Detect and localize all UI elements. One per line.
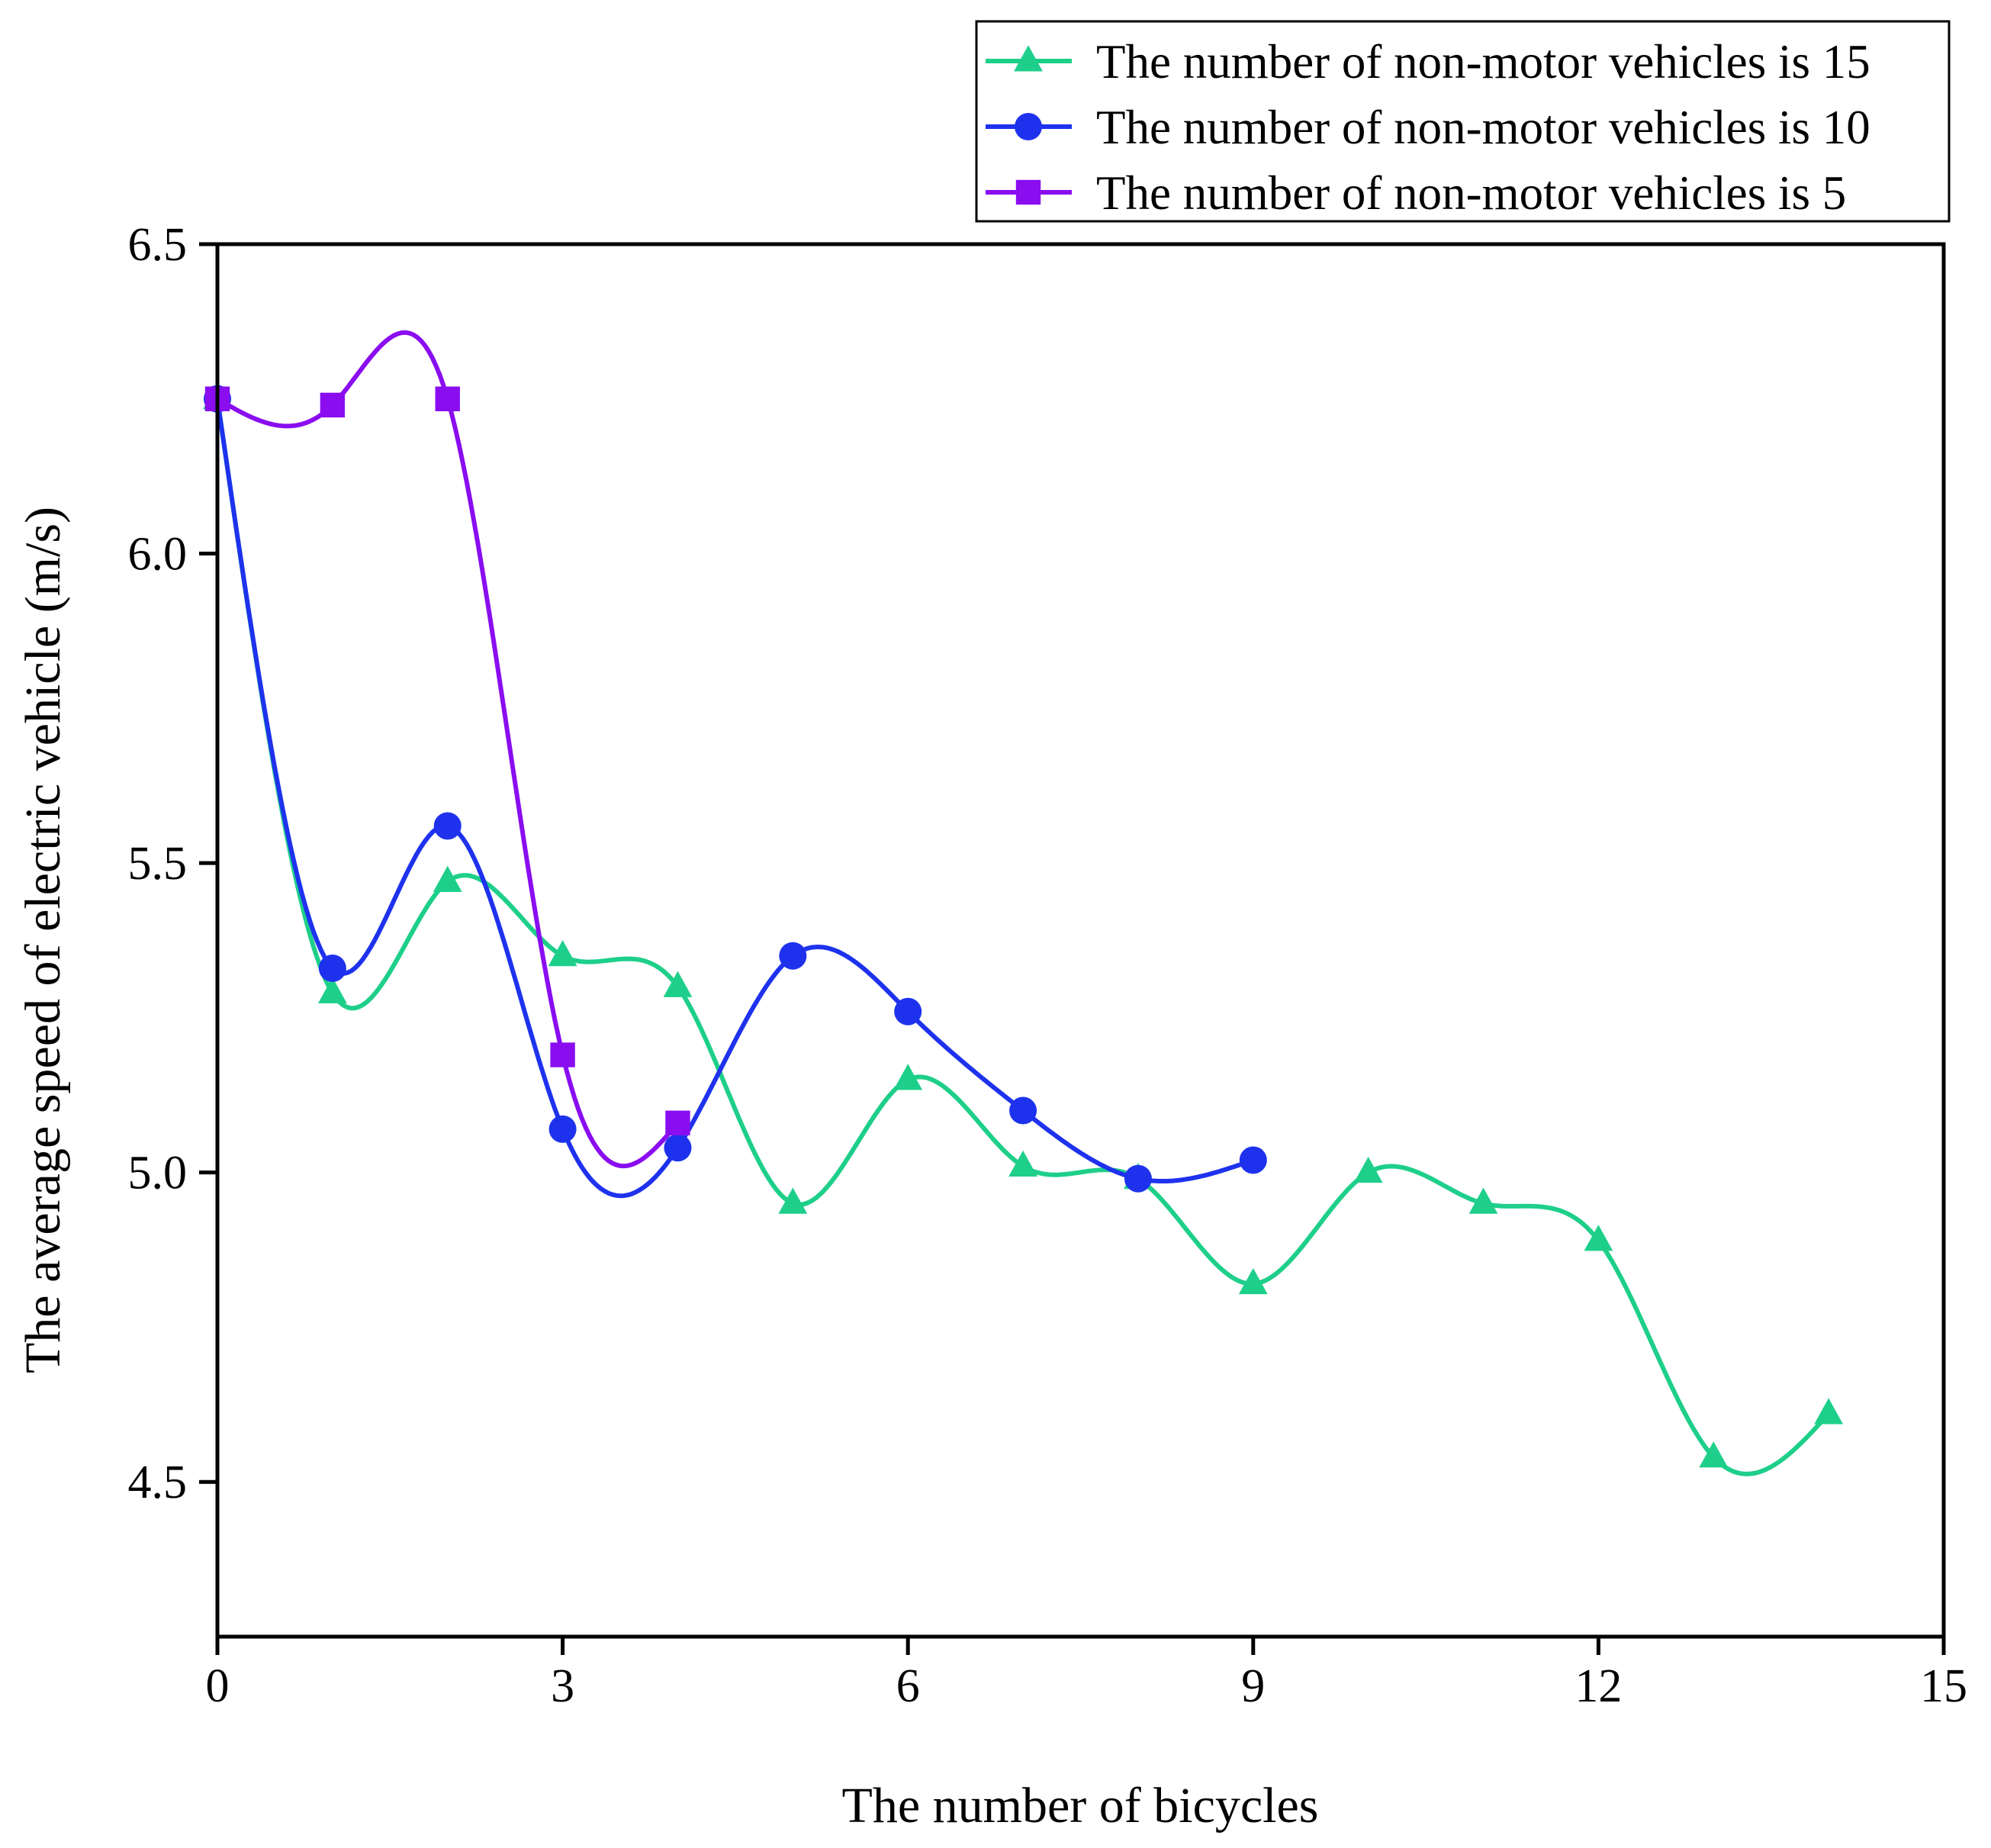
x-tick-label: 12 [1574,1660,1622,1712]
series-line [215,398,1254,1199]
data-point-circle [1239,1146,1267,1174]
legend-marker-square [1015,179,1041,205]
data-point-triangle [1584,1225,1613,1251]
y-axis-title: The average speed of electric vehicle (m… [15,507,71,1373]
data-point-circle [779,942,807,970]
data-point-circle [548,1115,577,1143]
data-point-triangle [317,977,347,1003]
data-point-circle [1124,1164,1152,1193]
data-point-square [435,386,460,411]
data-point-triangle [778,1187,808,1214]
y-tick-label: 5.0 [128,1148,188,1199]
data-point-triangle [663,971,693,997]
data-point-triangle [1008,1150,1037,1177]
data-point-triangle [893,1064,923,1090]
data-point-circle [1009,1096,1037,1125]
data-point-circle [894,997,922,1025]
x-axis-title: The number of bicycles [842,1778,1319,1834]
legend-item: The number of non-motor vehicles is 5 [986,166,1846,220]
y-tick-label: 5.5 [128,838,188,890]
x-tick-label: 15 [1920,1660,1967,1712]
legend-box [975,20,1951,223]
series-layer [203,330,1844,1476]
plot-frame [215,242,1946,1639]
axes-layer: 0 3 6 9 12 15 4.5 5.0 5.5 6.0 6.5 [128,219,1968,1712]
data-point-triangle [1814,1398,1844,1425]
legend-label: The number of non-motor vehicles is 15 [1096,35,1870,89]
data-point-triangle [1238,1267,1268,1295]
data-point-circle [664,1134,692,1162]
legend: The number of non-motor vehicles is 15 Th… [975,20,1951,223]
data-point-triangle [433,865,462,892]
data-point-triangle [548,940,577,967]
y-tick-label: 6.0 [128,529,188,581]
y-tick-label: 6.5 [128,219,188,271]
legend-label: The number of non-motor vehicles is 10 [1096,101,1870,154]
legend-marker-circle [1015,113,1042,140]
x-tick-label: 9 [1241,1660,1265,1712]
x-tick-label: 6 [896,1660,920,1712]
x-tick-label: 0 [206,1660,230,1712]
data-point-square [665,1110,690,1135]
data-point-triangle [1468,1187,1498,1214]
legend-item: The number of non-motor vehicles is 15 [986,35,1870,89]
data-point-circle [433,812,462,840]
series-2 [204,330,690,1169]
legend-label: The number of non-motor vehicles is 5 [1096,166,1846,220]
x-tick-label: 3 [551,1660,574,1712]
data-point-triangle [1353,1156,1383,1183]
data-point-square [320,392,346,418]
legend-marker-triangle [1014,45,1043,72]
data-point-square [550,1042,575,1067]
y-tick-label: 4.5 [128,1457,188,1508]
data-point-circle [318,955,346,982]
data-point-triangle [1699,1441,1729,1468]
legend-item: The number of non-motor vehicles is 10 [986,101,1870,154]
